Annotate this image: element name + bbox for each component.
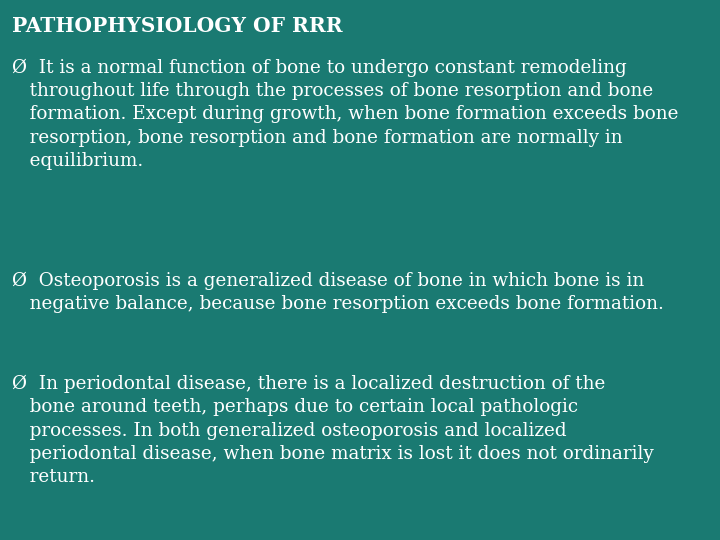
Text: Ø  Osteoporosis is a generalized disease of bone in which bone is in
   negative: Ø Osteoporosis is a generalized disease …: [12, 272, 663, 313]
Text: Ø  In periodontal disease, there is a localized destruction of the
   bone aroun: Ø In periodontal disease, there is a loc…: [12, 375, 653, 487]
Text: Ø  It is a normal function of bone to undergo constant remodeling
   throughout : Ø It is a normal function of bone to und…: [12, 58, 678, 170]
Text: PATHOPHYSIOLOGY OF RRR: PATHOPHYSIOLOGY OF RRR: [12, 16, 342, 36]
